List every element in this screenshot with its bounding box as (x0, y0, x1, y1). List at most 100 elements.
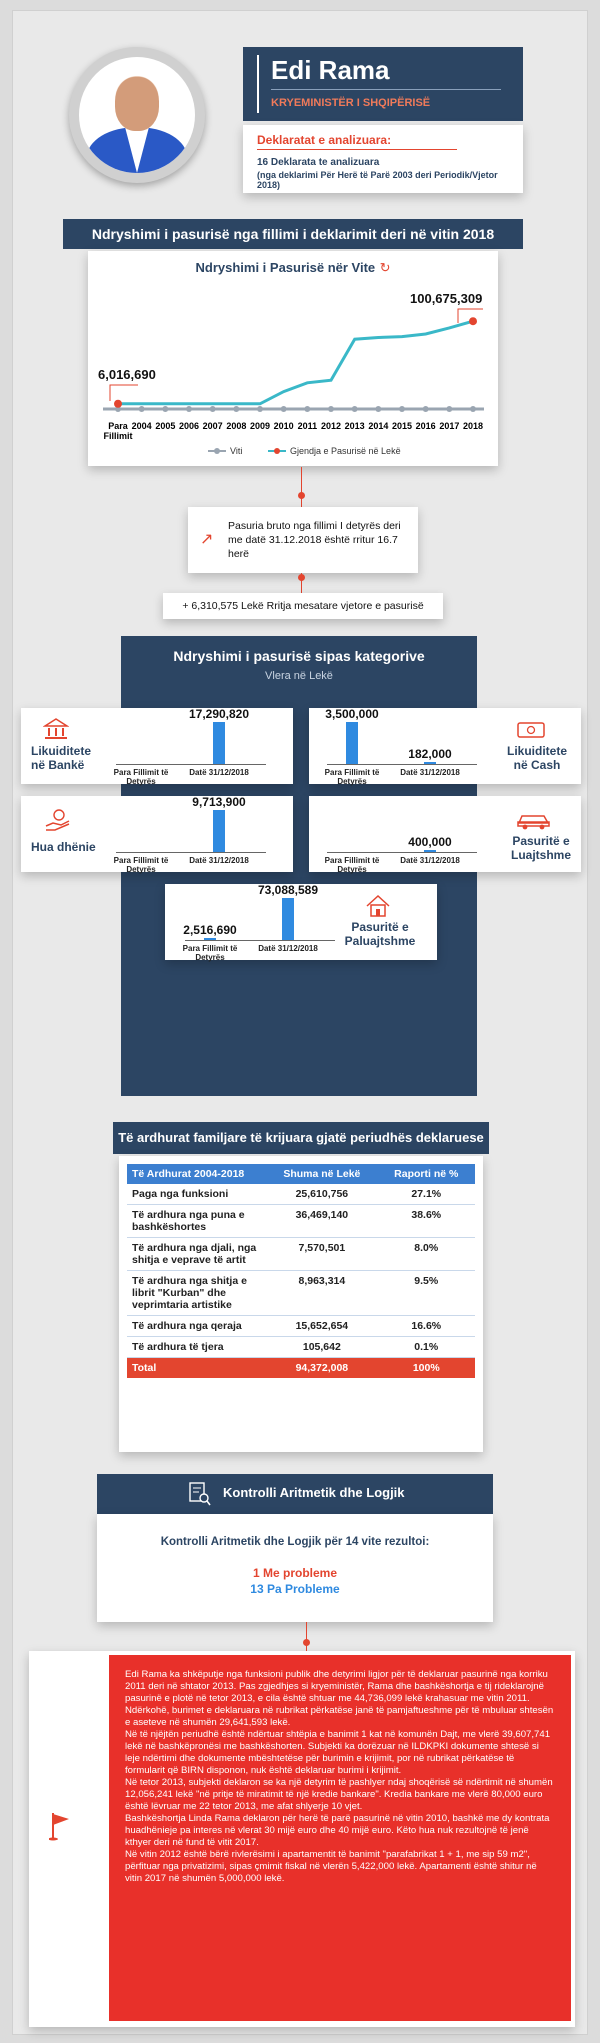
category-axis (327, 852, 477, 853)
category-bar (424, 762, 436, 764)
x-tick-label: 2005 (155, 421, 175, 431)
x-tick-label: 2011 (298, 421, 318, 431)
legend-year: Viti (230, 446, 242, 456)
x-tick-marker (375, 406, 382, 412)
x-tick-label: 2009 (250, 421, 270, 431)
average-growth-card: + 6,310,575 Lekë Rritja mesatare vjetore… (163, 593, 443, 619)
table-row: Të ardhura nga qeraja 15,652,654 16.6% (127, 1315, 475, 1337)
x-tick-marker (138, 406, 145, 412)
category-bar-value: 182,000 (408, 747, 452, 761)
income-percent: 9.5% (377, 1270, 475, 1316)
flag-icon (48, 1811, 73, 1841)
category-bar (213, 722, 225, 764)
x-tick-marker (351, 406, 358, 412)
name-card: Edi Rama KRYEMINISTËR I SHQIPËRISË (243, 47, 523, 121)
chart-title: Ndryshimi i Pasurisë nër Vite (195, 260, 376, 275)
x-tick-marker (186, 406, 192, 412)
income-source: Të ardhura nga shitja e librit "Kurban" … (127, 1270, 267, 1316)
category-card-immovable: Pasuritë e Paluajtshme 2,516,690 Para Fil… (165, 883, 437, 962)
growth-arrow-icon: ↗ (200, 531, 214, 548)
notes-text: Edi Rama ka shkëputje nga funksioni publ… (109, 1655, 571, 2021)
category-label-loans: Hua dhënie (31, 840, 96, 854)
table-row: Paga nga funksioni 25,610,756 27.1% (127, 1184, 475, 1205)
x-tick-label: 2014 (368, 421, 388, 431)
category-label-movable: Pasuritë e Luajtshme (510, 834, 571, 862)
x-tick-label: 2010 (274, 421, 294, 431)
x-tick-label: 2017 (439, 421, 459, 431)
income-table-card: Të Ardhurat 2004-2018 Shuma në Lekë Rapo… (119, 1156, 483, 1452)
x-tick-label: Para Fillimit (104, 421, 133, 441)
x-tick-marker (280, 406, 287, 412)
column-header: Shuma në Lekë (266, 1164, 378, 1184)
category-bar (424, 850, 436, 852)
avatar (79, 57, 195, 173)
category-label-immovable: Pasuritë e Paluajtshme (344, 920, 416, 948)
column-header: Të Ardhurat 2004-2018 (127, 1164, 267, 1184)
x-tick-marker (257, 406, 263, 412)
house-icon (365, 894, 391, 918)
income-source: Të ardhura të tjera (127, 1336, 267, 1358)
income-percent: 8.0% (377, 1237, 475, 1271)
wealth-data-point (469, 317, 477, 326)
category-label-cash: Likuiditete në Cash (506, 744, 567, 772)
x-tick-marker (162, 406, 169, 412)
category-card-cash: Likuiditete në Cash 3,500,000 Para Fillim… (309, 707, 581, 786)
control-heading: Kontrolli Aritmetik dhe Logjik (223, 1485, 405, 1500)
category-x-label: Datë 31/12/2018 (189, 768, 249, 777)
person-role: KRYEMINISTËR I SHQIPËRISË (271, 97, 431, 109)
category-card-bank: Likuiditete në Bankë Para Fillimit të De… (21, 707, 293, 786)
category-x-label: Datë 31/12/2018 (189, 856, 249, 865)
hand-coin-icon (45, 808, 71, 832)
x-tick-marker (209, 406, 216, 412)
x-tick-marker (446, 406, 453, 412)
x-tick-marker (328, 406, 334, 412)
growth-summary-text: Pasuria bruto nga fillimi I detyrës deri… (228, 520, 401, 560)
category-bar-value: 3,500,000 (325, 707, 379, 721)
control-no-problems: 13 Pa Probleme (250, 1582, 340, 1596)
control-heading-bar: Kontrolli Aritmetik dhe Logjik (97, 1474, 493, 1514)
start-value-label: 6,016,690 (98, 367, 156, 382)
category-bar-value: 17,290,820 (188, 707, 250, 721)
legend-marker-wealth (274, 448, 280, 454)
refresh-icon: ↻ (379, 260, 391, 275)
category-x-label: Datë 31/12/2018 (258, 944, 318, 953)
table-row: Të ardhura nga djali, nga shitja e vepra… (127, 1237, 475, 1271)
income-table-header: Të Ardhurat 2004-2018 Shuma në Lekë Rapo… (127, 1164, 475, 1184)
category-axis (185, 940, 335, 941)
category-axis (116, 764, 266, 765)
income-amount: 25,610,756 (266, 1184, 378, 1205)
category-card-loans: Hua dhënie Para Fillimit të Detyrës 9,713… (21, 795, 293, 874)
table-row: Të ardhura nga shitja e librit "Kurban" … (127, 1270, 475, 1316)
column-header: Raporti në % (377, 1164, 475, 1184)
x-tick-label: 2016 (416, 421, 436, 431)
document-search-icon (189, 1482, 211, 1506)
income-table: Të Ardhurat 2004-2018 Shuma në Lekë Rapo… (127, 1164, 475, 1378)
category-bar (346, 722, 358, 764)
control-card: Kontrolli Aritmetik dhe Logjik për 14 vi… (97, 1514, 493, 1622)
x-tick-label: 2015 (392, 421, 412, 431)
total-amount: 94,372,008 (266, 1357, 378, 1378)
avatar-ring (69, 47, 205, 183)
category-bar-value: 2,516,690 (183, 923, 237, 937)
income-source: Të ardhura nga qeraja (127, 1315, 267, 1337)
income-percent: 38.6% (377, 1204, 475, 1238)
category-label-bank: Likuiditete në Bankë (31, 744, 92, 772)
category-bar (282, 898, 294, 940)
end-annotation-leader (457, 308, 483, 323)
table-row: Të ardhura nga puna e bashkëshortes 36,46… (127, 1204, 475, 1238)
category-bar-value: 9,713,900 (192, 795, 246, 809)
category-x-label: Para Fillimit të Detyrës (182, 944, 238, 962)
x-tick-marker (304, 406, 311, 412)
income-percent: 27.1% (377, 1184, 475, 1205)
x-tick-label: 2012 (321, 421, 341, 431)
category-x-label: Para Fillimit të Detyrës (324, 768, 380, 786)
person-name: Edi Rama (271, 55, 390, 85)
income-total-row: Total 94,372,008 100% (127, 1357, 475, 1378)
income-heading: Të ardhurat familjare të krijuara gjatë … (113, 1122, 489, 1154)
x-tick-label: 2006 (179, 421, 199, 431)
x-tick-label: 2007 (203, 421, 223, 431)
declarations-range: (nga deklarimi Për Herë të Parë 2003 der… (257, 170, 498, 190)
x-tick-marker (470, 406, 476, 412)
category-bar (213, 810, 225, 852)
infographic-page: Edi Rama KRYEMINISTËR I SHQIPËRISË Dekla… (12, 10, 588, 2035)
